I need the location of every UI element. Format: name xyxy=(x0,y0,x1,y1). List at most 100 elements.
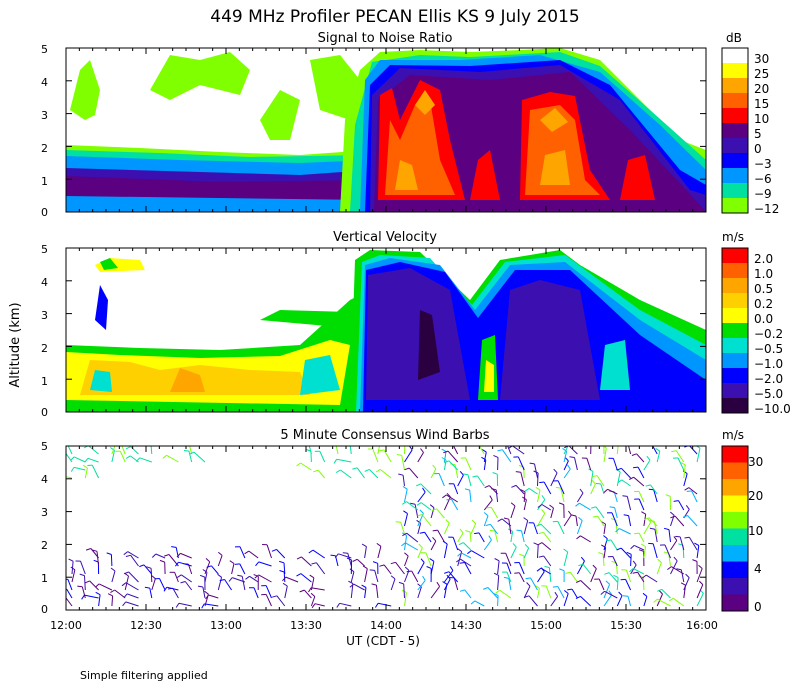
wind-barb-flag xyxy=(175,603,180,608)
wind-barb xyxy=(114,589,126,599)
wind-barb-flag xyxy=(426,566,432,569)
wind-barb-flag xyxy=(255,561,260,567)
wind-barb-flag xyxy=(497,518,503,522)
wind-barb xyxy=(390,578,396,591)
wind-barb-flag xyxy=(565,571,571,574)
wind-barb xyxy=(642,577,645,591)
wind-barb-flag xyxy=(390,561,396,565)
wind-barb-flag xyxy=(535,486,541,491)
y-tick-label: 5 xyxy=(41,243,48,256)
wind-barb xyxy=(512,446,525,455)
wind-barb-flag xyxy=(544,565,550,569)
wind-barb xyxy=(208,594,219,599)
wind-barb xyxy=(338,553,352,559)
wind-barb xyxy=(537,544,539,559)
wind-barb xyxy=(417,562,425,575)
wind-barb xyxy=(193,451,206,463)
wind-barb-flag xyxy=(121,582,127,587)
wind-barb xyxy=(550,472,558,487)
wind-barb-flag xyxy=(549,504,554,509)
velocity-region-high xyxy=(95,285,108,330)
wind-barb xyxy=(128,571,139,583)
colorbar-swatch xyxy=(722,479,748,496)
wind-barb xyxy=(580,580,592,591)
wind-barb-flag xyxy=(553,468,558,474)
wind-barb xyxy=(181,574,192,583)
wind-barb-flag xyxy=(541,509,546,514)
wind-barb-flag xyxy=(431,508,437,511)
wind-barb xyxy=(417,586,422,599)
wind-barb xyxy=(656,562,662,575)
wind-barb xyxy=(411,570,419,583)
wind-barb-flag xyxy=(516,529,522,532)
wind-barb xyxy=(258,561,272,567)
wind-barb xyxy=(630,554,632,567)
wind-barb xyxy=(421,514,432,527)
wind-barb-flag xyxy=(698,564,703,569)
wind-barb xyxy=(239,563,246,575)
wind-barb-flag xyxy=(632,560,637,566)
wind-barb-flag xyxy=(489,495,493,501)
wind-barb xyxy=(563,551,569,567)
velocity-region-low xyxy=(300,355,340,395)
colorbar-swatch xyxy=(722,78,748,94)
wind-barb xyxy=(253,587,259,599)
wind-barb-flag xyxy=(569,456,575,458)
wind-barb xyxy=(451,498,459,511)
wind-barb xyxy=(130,555,139,567)
wind-barb xyxy=(437,529,445,543)
wind-barb-flag xyxy=(603,535,608,539)
wind-barb-flag xyxy=(588,468,594,472)
wind-barb xyxy=(540,523,552,535)
wind-barb xyxy=(548,567,552,583)
wind-barb xyxy=(87,457,99,463)
wind-barb-flag xyxy=(59,476,62,480)
wind-barb xyxy=(424,531,432,543)
wind-barb-flag xyxy=(680,462,686,466)
wind-barb xyxy=(537,588,540,599)
wind-barb-flag xyxy=(446,492,451,498)
wind-barb-flag xyxy=(599,438,604,440)
wind-barb-flag xyxy=(694,542,700,546)
wind-barb-flag xyxy=(538,555,544,558)
wind-barb xyxy=(425,552,432,567)
wind-barb xyxy=(180,552,192,559)
y-tick-label: 1 xyxy=(41,375,48,388)
y-tick-label: 0 xyxy=(41,406,48,419)
wind-barb xyxy=(643,546,646,559)
wind-barb xyxy=(590,471,594,487)
wind-barb xyxy=(404,513,408,527)
wind-barb-flag xyxy=(171,546,177,548)
wind-barb xyxy=(586,458,592,471)
wind-barb xyxy=(443,570,454,583)
colorbar-swatch xyxy=(722,263,748,279)
wind-barb xyxy=(675,450,685,463)
colorbar-swatch xyxy=(722,368,748,384)
snr-region-low-layer xyxy=(66,196,370,212)
wind-barb xyxy=(266,544,272,559)
wind-barb-flag xyxy=(419,531,425,534)
wind-barb xyxy=(285,576,299,583)
wind-barb xyxy=(505,553,512,567)
wind-barb-flag xyxy=(488,535,492,541)
wind-barb xyxy=(300,573,312,583)
wind-barb xyxy=(537,472,539,487)
wind-barb-flag xyxy=(296,556,302,560)
wind-barb xyxy=(469,531,472,543)
wind-barb xyxy=(688,487,698,495)
wind-barb-flag xyxy=(682,470,688,475)
wind-barb-flag xyxy=(374,603,379,608)
wind-barb xyxy=(217,577,223,591)
wind-barb xyxy=(557,586,565,599)
wind-barb-flag xyxy=(282,576,287,582)
wind-barb-flag xyxy=(622,495,628,497)
wind-barb-flag xyxy=(684,536,690,539)
wind-barb-flag xyxy=(483,512,489,517)
velocity-colorbar-swatches xyxy=(722,248,748,414)
wind-barb-flag xyxy=(429,558,435,562)
colorbar-label: −0.5 xyxy=(754,342,783,356)
wind-barb xyxy=(563,593,569,607)
wind-barb-flag xyxy=(638,549,644,552)
wind-barb xyxy=(616,595,623,607)
wind-barb xyxy=(125,582,139,591)
